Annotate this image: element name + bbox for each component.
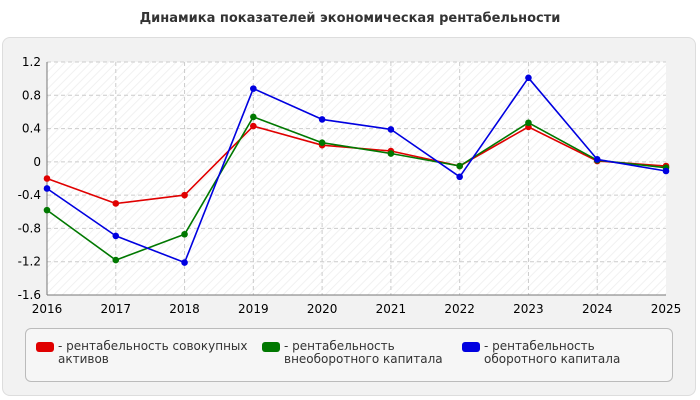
y-tick-label: -0.4 [18,188,41,202]
x-tick-label: 2021 [376,302,407,316]
legend-item-working-capital: - рентабельность оборотного капитала [462,340,667,366]
chart-title: Динамика показателей экономическая рента… [139,11,561,26]
legend-swatch-green [262,342,280,352]
data-point [250,85,257,92]
y-tick-label: 0.4 [22,122,41,136]
y-tick-label: 1.2 [22,55,41,69]
data-point [181,259,188,266]
data-point [112,256,120,264]
legend-swatch-red [36,342,54,352]
plot-area [47,62,666,295]
data-point [456,173,463,181]
data-point [593,156,601,163]
data-point [181,191,188,199]
y-tick-label: -1.2 [18,255,41,269]
x-tick-label: 2018 [169,302,200,316]
series-line [46,116,667,261]
data-point [250,122,257,130]
data-point [318,116,326,123]
series-1 [43,113,670,264]
y-tick-label: -0.8 [18,221,41,235]
legend: - рентабельность совокупных активов - ре… [25,328,673,382]
data-point [112,232,120,240]
y-tick-label: 0.8 [22,88,41,102]
x-tick-label: 2024 [582,302,613,316]
legend-item-fixed-capital: - рентабельность внеоборотного капитала [262,340,452,366]
legend-label: - рентабельность оборотного капитала [484,339,621,366]
series-2 [43,74,670,266]
series-group [43,74,670,266]
x-tick-label: 2017 [101,302,132,316]
x-tick-label: 2019 [238,302,269,316]
y-tick-label: 0 [33,155,41,169]
data-point [112,200,120,207]
x-tick-label: 2023 [513,302,544,316]
data-point [662,167,670,175]
legend-label: - рентабельность внеоборотного капитала [284,339,443,366]
x-tick-label: 2022 [444,302,475,316]
data-point [43,206,51,214]
data-point [456,162,463,170]
series-line [46,77,667,264]
data-point [43,185,51,192]
legend-item-total-assets: - рентабельность совокупных активов [36,340,256,366]
x-tick-label: 2025 [651,302,682,316]
data-point [318,139,326,147]
data-point [43,175,51,182]
y-tick-label: -1.6 [18,288,41,302]
legend-swatch-blue [462,342,480,352]
data-point [525,74,532,82]
data-point [387,150,395,157]
data-point [250,113,257,121]
data-point [387,126,395,133]
x-tick-label: 2020 [307,302,338,316]
x-tick-label: 2016 [32,302,63,316]
data-point [181,230,188,238]
legend-label: - рентабельность совокупных активов [58,339,248,366]
data-point [525,119,532,127]
